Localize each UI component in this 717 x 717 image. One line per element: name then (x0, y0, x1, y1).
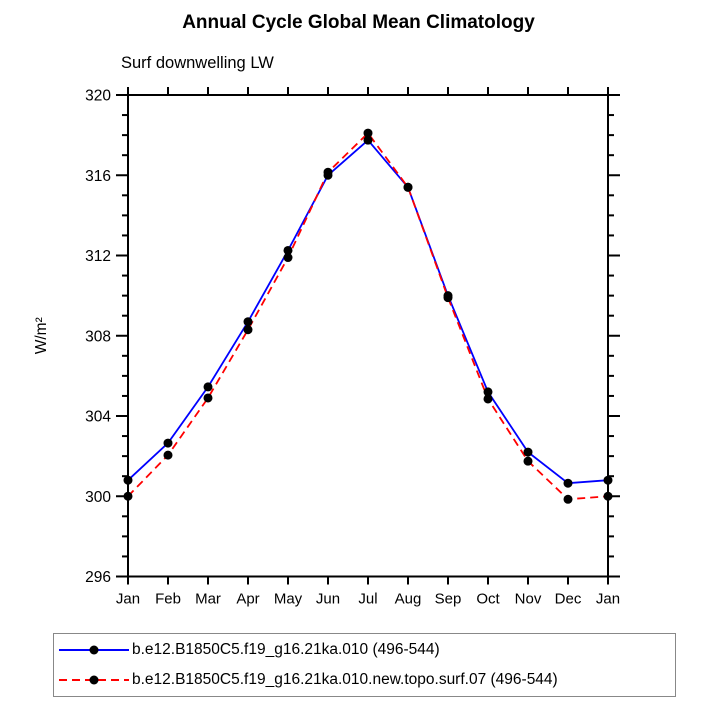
chart-title: Annual Cycle Global Mean Climatology (182, 12, 535, 33)
svg-text:Jan: Jan (116, 591, 140, 608)
svg-text:Sep: Sep (435, 591, 462, 608)
svg-text:308: 308 (85, 328, 111, 345)
svg-text:W/m²: W/m² (33, 317, 50, 354)
svg-text:Mar: Mar (195, 591, 221, 608)
svg-text:Apr: Apr (236, 591, 259, 608)
svg-text:Jun: Jun (316, 591, 340, 608)
svg-text:Jan: Jan (596, 591, 620, 608)
svg-text:Nov: Nov (515, 591, 542, 608)
svg-text:296: 296 (85, 569, 111, 586)
legend-box: b.e12.B1850C5.f19_g16.21ka.010 (496-544)… (53, 633, 676, 697)
svg-text:320: 320 (85, 88, 111, 105)
svg-text:300: 300 (85, 489, 111, 506)
svg-text:May: May (274, 591, 303, 608)
legend-line-sample-solid (59, 645, 129, 655)
svg-text:Oct: Oct (476, 591, 500, 608)
svg-text:Jul: Jul (358, 591, 377, 608)
legend-label-series-1: b.e12.B1850C5.f19_g16.21ka.010 (496-544) (132, 641, 440, 658)
svg-text:316: 316 (85, 168, 111, 185)
svg-text:Aug: Aug (395, 591, 422, 608)
legend-marker-icon (89, 645, 99, 655)
legend-item-series-1: b.e12.B1850C5.f19_g16.21ka.010 (496-544) (54, 636, 675, 664)
svg-text:312: 312 (85, 248, 111, 265)
svg-text:304: 304 (85, 409, 111, 426)
chart-subtitle: Surf downwelling LW (121, 54, 274, 72)
svg-text:Feb: Feb (155, 591, 181, 608)
legend-label-series-2: b.e12.B1850C5.f19_g16.21ka.010.new.topo.… (132, 671, 558, 688)
legend-marker-icon (89, 675, 99, 685)
legend-line-sample-dashed (59, 675, 129, 685)
legend-item-series-2: b.e12.B1850C5.f19_g16.21ka.010.new.topo.… (54, 666, 675, 694)
svg-text:Dec: Dec (555, 591, 582, 608)
